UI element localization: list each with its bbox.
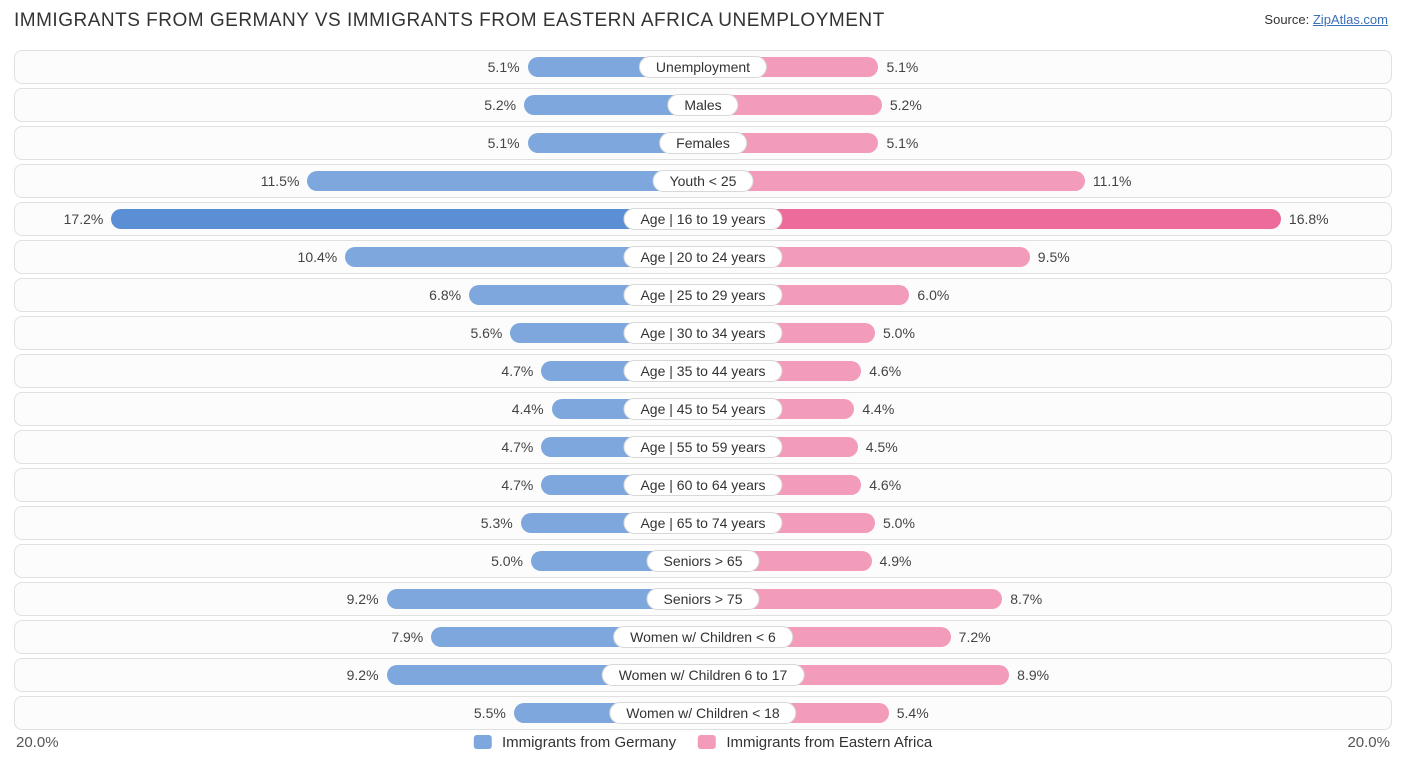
value-left: 5.1% bbox=[488, 135, 520, 151]
chart-row: 5.5% 5.4% Women w/ Children < 18 bbox=[14, 696, 1392, 730]
category-label: Age | 30 to 34 years bbox=[623, 322, 782, 344]
chart-title: IMMIGRANTS FROM GERMANY VS IMMIGRANTS FR… bbox=[14, 10, 1392, 32]
source-attribution: Source: ZipAtlas.com bbox=[1264, 12, 1388, 27]
value-left: 5.6% bbox=[470, 325, 502, 341]
value-left: 5.5% bbox=[474, 705, 506, 721]
value-right: 6.0% bbox=[917, 287, 949, 303]
chart-footer: 20.0% Immigrants from Germany Immigrants… bbox=[14, 734, 1392, 758]
chart-row: 5.0% 4.9% Seniors > 65 bbox=[14, 544, 1392, 578]
category-label: Youth < 25 bbox=[653, 170, 754, 192]
value-left: 17.2% bbox=[64, 211, 104, 227]
bar-left bbox=[307, 171, 703, 191]
value-left: 7.9% bbox=[391, 629, 423, 645]
legend-label-right: Immigrants from Eastern Africa bbox=[726, 734, 932, 751]
category-label: Age | 20 to 24 years bbox=[623, 246, 782, 268]
axis-max-right: 20.0% bbox=[1347, 734, 1390, 751]
value-left: 5.2% bbox=[484, 97, 516, 113]
chart-row: 7.9% 7.2% Women w/ Children < 6 bbox=[14, 620, 1392, 654]
value-right: 4.6% bbox=[869, 363, 901, 379]
category-label: Age | 16 to 19 years bbox=[623, 208, 782, 230]
legend: Immigrants from Germany Immigrants from … bbox=[474, 734, 932, 751]
axis-max-left: 20.0% bbox=[16, 734, 59, 751]
chart-row: 5.6% 5.0% Age | 30 to 34 years bbox=[14, 316, 1392, 350]
chart-row: 6.8% 6.0% Age | 25 to 29 years bbox=[14, 278, 1392, 312]
value-right: 5.1% bbox=[886, 135, 918, 151]
legend-swatch-left bbox=[474, 735, 492, 749]
value-right: 8.7% bbox=[1010, 591, 1042, 607]
category-label: Seniors > 65 bbox=[647, 550, 760, 572]
chart-row: 11.5% 11.1% Youth < 25 bbox=[14, 164, 1392, 198]
chart-row: 5.3% 5.0% Age | 65 to 74 years bbox=[14, 506, 1392, 540]
value-left: 9.2% bbox=[347, 591, 379, 607]
category-label: Women w/ Children 6 to 17 bbox=[602, 664, 805, 686]
chart-row: 9.2% 8.9% Women w/ Children 6 to 17 bbox=[14, 658, 1392, 692]
category-label: Women w/ Children < 6 bbox=[613, 626, 793, 648]
value-left: 5.0% bbox=[491, 553, 523, 569]
value-left: 6.8% bbox=[429, 287, 461, 303]
value-right: 4.5% bbox=[866, 439, 898, 455]
value-left: 4.7% bbox=[501, 439, 533, 455]
category-label: Age | 65 to 74 years bbox=[623, 512, 782, 534]
category-label: Females bbox=[659, 132, 747, 154]
value-right: 5.0% bbox=[883, 515, 915, 531]
chart-row: 4.7% 4.5% Age | 55 to 59 years bbox=[14, 430, 1392, 464]
bar-right bbox=[703, 209, 1281, 229]
source-label: Source: bbox=[1264, 12, 1309, 27]
value-left: 5.3% bbox=[481, 515, 513, 531]
bar-left bbox=[111, 209, 703, 229]
category-label: Age | 35 to 44 years bbox=[623, 360, 782, 382]
legend-label-left: Immigrants from Germany bbox=[502, 734, 676, 751]
value-right: 9.5% bbox=[1038, 249, 1070, 265]
legend-swatch-right bbox=[698, 735, 716, 749]
value-left: 4.7% bbox=[501, 363, 533, 379]
value-right: 4.6% bbox=[869, 477, 901, 493]
value-right: 5.1% bbox=[886, 59, 918, 75]
category-label: Seniors > 75 bbox=[647, 588, 760, 610]
source-link[interactable]: ZipAtlas.com bbox=[1313, 12, 1388, 27]
category-label: Age | 60 to 64 years bbox=[623, 474, 782, 496]
diverging-bar-chart: 5.1%5.1%Unemployment5.2%5.2%Males5.1%5.1… bbox=[14, 50, 1392, 730]
category-label: Males bbox=[667, 94, 738, 116]
value-right: 5.2% bbox=[890, 97, 922, 113]
legend-item-left: Immigrants from Germany bbox=[474, 734, 676, 751]
chart-row: 17.2% 16.8% Age | 16 to 19 years bbox=[14, 202, 1392, 236]
value-right: 11.1% bbox=[1093, 173, 1132, 189]
chart-row: 10.4% 9.5% Age | 20 to 24 years bbox=[14, 240, 1392, 274]
value-left: 4.4% bbox=[512, 401, 544, 417]
chart-row: 5.1% 5.1% Unemployment bbox=[14, 50, 1392, 84]
chart-row: 9.2% 8.7% Seniors > 75 bbox=[14, 582, 1392, 616]
value-left: 10.4% bbox=[298, 249, 338, 265]
value-left: 5.1% bbox=[488, 59, 520, 75]
category-label: Age | 45 to 54 years bbox=[623, 398, 782, 420]
value-right: 5.0% bbox=[883, 325, 915, 341]
value-right: 16.8% bbox=[1289, 211, 1329, 227]
value-left: 11.5% bbox=[261, 173, 300, 189]
value-right: 8.9% bbox=[1017, 667, 1049, 683]
value-right: 7.2% bbox=[959, 629, 991, 645]
chart-row: 4.7% 4.6% Age | 35 to 44 years bbox=[14, 354, 1392, 388]
category-label: Women w/ Children < 18 bbox=[609, 702, 796, 724]
chart-row: 5.1% 5.1% Females bbox=[14, 126, 1392, 160]
value-right: 4.4% bbox=[862, 401, 894, 417]
category-label: Age | 25 to 29 years bbox=[623, 284, 782, 306]
value-left: 4.7% bbox=[501, 477, 533, 493]
chart-row: 4.7% 4.6% Age | 60 to 64 years bbox=[14, 468, 1392, 502]
bar-right bbox=[703, 171, 1085, 191]
value-right: 4.9% bbox=[880, 553, 912, 569]
category-label: Age | 55 to 59 years bbox=[623, 436, 782, 458]
chart-row: 5.2% 5.2% Males bbox=[14, 88, 1392, 122]
legend-item-right: Immigrants from Eastern Africa bbox=[698, 734, 932, 751]
chart-row: 4.4% 4.4% Age | 45 to 54 years bbox=[14, 392, 1392, 426]
value-left: 9.2% bbox=[347, 667, 379, 683]
category-label: Unemployment bbox=[639, 56, 767, 78]
value-right: 5.4% bbox=[897, 705, 929, 721]
